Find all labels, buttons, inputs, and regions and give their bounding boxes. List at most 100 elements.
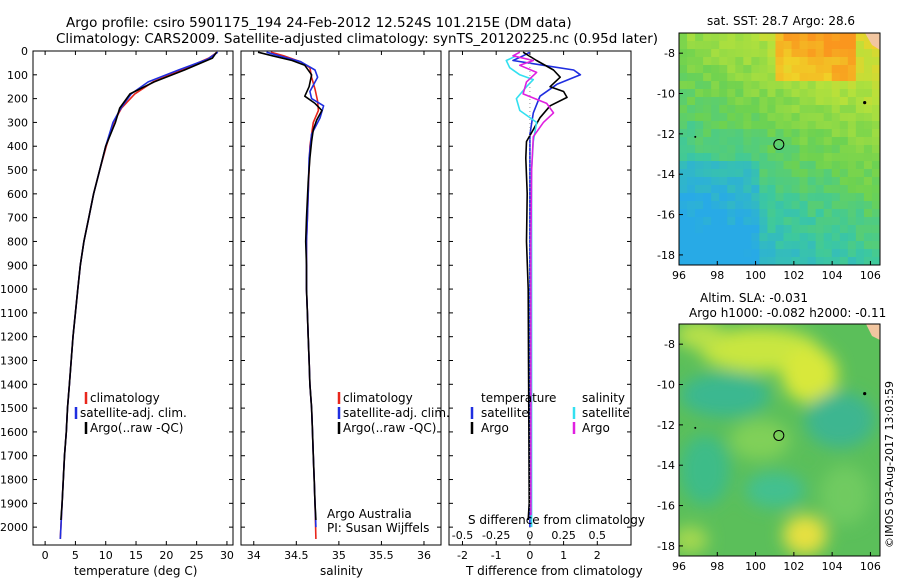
sst-cell: [687, 201, 696, 210]
sst-cell: [775, 129, 785, 138]
sst-cell: [799, 33, 809, 42]
sst-cell: [703, 121, 712, 130]
sst-cell: [695, 113, 704, 122]
sst-cell: [727, 145, 736, 154]
sst-cell: [711, 105, 720, 114]
sst-cell: [791, 153, 801, 162]
sst-cell: [799, 121, 809, 130]
sst-cell: [847, 121, 857, 130]
sst-cell: [719, 217, 728, 226]
sst-cell: [847, 169, 857, 178]
sst-cell: [703, 233, 712, 242]
sst-cell: [735, 81, 744, 90]
sst-cell: [751, 49, 760, 58]
sst-cell: [735, 129, 744, 138]
sst-cell: [679, 201, 688, 210]
sst-cell: [775, 193, 785, 202]
sst-cell: [743, 145, 752, 154]
map-y-tick-label: -16: [657, 500, 675, 513]
sst-cell: [767, 105, 776, 114]
sst-cell: [831, 161, 841, 170]
x-tick-label: 34: [247, 549, 261, 562]
sst-cell: [839, 161, 849, 170]
sst-cell: [831, 209, 841, 218]
sst-cell: [711, 225, 720, 234]
sst-cell: [791, 105, 801, 114]
island-dot: [863, 101, 867, 105]
sst-cell: [775, 65, 785, 74]
sst-cell: [847, 65, 857, 74]
sst-cell: [847, 49, 857, 58]
sst-cell: [855, 169, 865, 178]
sst-cell: [687, 217, 696, 226]
sst-cell: [783, 97, 793, 106]
sst-cell: [863, 97, 873, 106]
sst-cell: [711, 73, 720, 82]
sst-cell: [727, 121, 736, 130]
figure-title-line2: Climatology: CARS2009. Satellite-adjuste…: [56, 31, 658, 47]
sst-cell: [855, 73, 865, 82]
sst-cell: [759, 257, 768, 265]
sst-cell: [767, 137, 776, 146]
sst-cell: [791, 121, 801, 130]
sst-cell: [799, 153, 809, 162]
sst-cell: [711, 49, 720, 58]
sst-cell: [759, 153, 768, 162]
sst-cell: [855, 225, 865, 234]
sst-cell: [799, 209, 809, 218]
sst-cell: [695, 257, 704, 265]
sst-cell: [719, 169, 728, 178]
salinity-plot: 34 34.5 35 35.5 36: [247, 51, 431, 562]
sst-cell: [791, 65, 801, 74]
sst-cell: [823, 209, 833, 218]
depth-tick-label: 0: [21, 45, 28, 58]
sst-cell: [735, 201, 744, 210]
sst-cell: [727, 89, 736, 98]
sst-cell: [687, 249, 696, 258]
sst-cell: [687, 89, 696, 98]
sst-cell: [759, 185, 768, 194]
sst-cell: [863, 241, 873, 250]
sst-cell: [775, 177, 785, 186]
sst-cell: [703, 145, 712, 154]
sst-cell: [863, 169, 873, 178]
sst-cell: [783, 81, 793, 90]
sst-cell: [815, 145, 825, 154]
sst-cell: [687, 209, 696, 218]
sst-map-frame: [678, 32, 881, 266]
x-tick-label: 20: [159, 549, 173, 562]
sst-cell: [863, 209, 873, 218]
sst-field: [679, 33, 880, 265]
sst-cell: [759, 241, 768, 250]
sst-cell: [775, 113, 785, 122]
sst-cell: [679, 161, 688, 170]
sst-cell: [719, 153, 728, 162]
sst-cell: [695, 249, 704, 258]
sst-cell: [711, 97, 720, 106]
sst-cell: [791, 89, 801, 98]
map-y-tick-label: -8: [664, 47, 675, 60]
sst-cell: [783, 185, 793, 194]
sst-cell: [679, 105, 688, 114]
sst-cell: [847, 233, 857, 242]
sst-cell: [703, 193, 712, 202]
x-tick-label-salinity: 0.5: [589, 529, 607, 542]
sst-cell: [831, 41, 841, 50]
sst-cell: [703, 89, 712, 98]
sst-cell: [703, 217, 712, 226]
depth-tick-label: 1000: [0, 283, 28, 296]
sst-cell: [807, 161, 817, 170]
sst-cell: [719, 137, 728, 146]
sst-cell: [679, 209, 688, 218]
sst-cell: [775, 257, 785, 265]
sst-cell: [863, 193, 873, 202]
sst-cell: [831, 49, 841, 58]
sst-cell: [815, 137, 825, 146]
sst-cell: [695, 65, 704, 74]
sst-cell: [759, 193, 768, 202]
sst-cell: [735, 185, 744, 194]
sst-cell: [847, 249, 857, 258]
sst-cell: [783, 193, 793, 202]
series-line-s-satellite: [505, 55, 538, 528]
x-tick-label: -2: [457, 549, 468, 562]
